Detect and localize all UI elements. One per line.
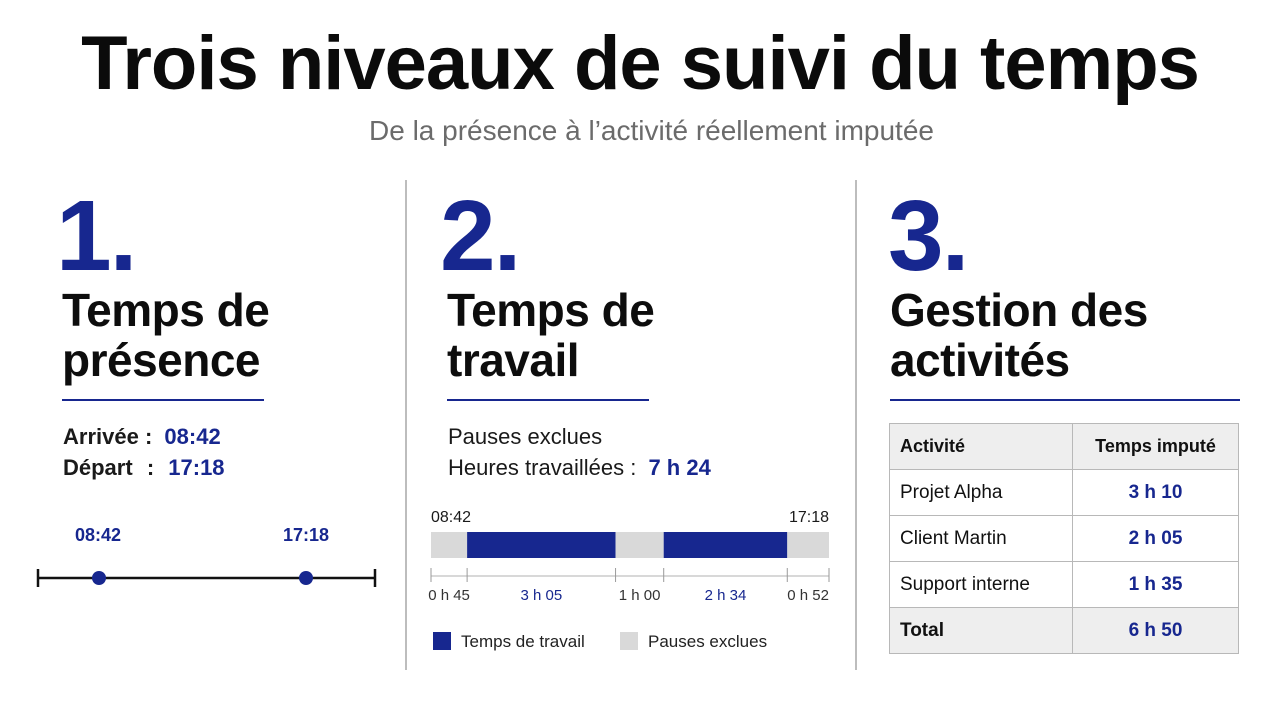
legend-pause: Pauses exclues xyxy=(620,632,767,652)
table-row: Client Martin 2 h 05 xyxy=(889,515,1239,562)
segment-duration-label: 3 h 05 xyxy=(520,587,563,604)
timeline-end-label: 17:18 xyxy=(283,525,330,545)
header-activity: Activité xyxy=(889,423,1073,470)
departure-colon: : xyxy=(146,455,155,480)
presence-timeline xyxy=(36,569,377,587)
bar-end-label: 17:18 xyxy=(789,509,830,526)
step-number-2: 2. xyxy=(440,180,521,292)
total-value: 6 h 50 xyxy=(1072,607,1239,654)
arrival-label: Arrivée : xyxy=(63,424,153,449)
legend-pause-label: Pauses exclues xyxy=(648,632,768,651)
segment-duration-label: 0 h 45 xyxy=(428,587,470,604)
heading-rule-2 xyxy=(447,399,649,401)
heading-activities-line2: activités xyxy=(890,334,1070,386)
bar-start-label: 08:42 xyxy=(431,509,472,526)
activity-time: 2 h 05 xyxy=(1072,515,1239,562)
heading-rule-3 xyxy=(890,399,1240,401)
worked-value: 7 h 24 xyxy=(648,455,711,480)
table-total-row: Total 6 h 50 xyxy=(889,607,1239,654)
worked-line: Heures travaillées : 7 h 24 xyxy=(448,453,711,483)
segment-duration-label: 1 h 00 xyxy=(618,587,661,604)
total-label: Total xyxy=(889,607,1073,654)
work-segment xyxy=(663,532,788,558)
arrival-value: 08:42 xyxy=(164,424,221,449)
pause-segment xyxy=(787,532,829,558)
table-header-row: Activité Temps imputé xyxy=(889,423,1239,470)
heading-presence-line1: Temps de xyxy=(62,284,270,336)
worked-label: Heures travaillées : xyxy=(448,455,637,480)
timeline-start-label: 08:42 xyxy=(75,525,122,545)
step-number-1: 1. xyxy=(56,180,137,292)
page-subtitle: De la présence à l’activité réellement i… xyxy=(369,115,934,146)
arrival-line: Arrivée : 08:42 xyxy=(63,422,221,452)
segment-duration-label: 2 h 34 xyxy=(704,587,747,604)
legend-work-label: Temps de travail xyxy=(461,632,585,651)
departure-label: Départ xyxy=(63,455,133,480)
heading-presence-line2: présence xyxy=(62,334,261,386)
column-divider-2 xyxy=(855,180,857,670)
pauses-text: Pauses exclues xyxy=(448,424,603,449)
heading-work-line1: Temps de xyxy=(447,284,655,336)
legend-pause-swatch xyxy=(620,632,638,650)
step-number-3: 3. xyxy=(888,180,969,292)
activity-time: 1 h 35 xyxy=(1072,561,1239,608)
activity-name: Projet Alpha xyxy=(889,469,1073,516)
heading-rule-1 xyxy=(62,399,264,401)
departure-value: 17:18 xyxy=(168,455,225,480)
legend-work: Temps de travail xyxy=(433,632,585,652)
header-time: Temps imputé xyxy=(1072,423,1239,470)
work-segment xyxy=(467,532,616,558)
heading-work-line2: travail xyxy=(447,334,580,386)
departure-line: Départ : 17:18 xyxy=(63,453,225,483)
pause-segment xyxy=(615,532,664,558)
segment-duration-label: 0 h 52 xyxy=(787,587,829,604)
heading-activities-line1: Gestion des xyxy=(890,284,1148,336)
timeline-departure-dot xyxy=(299,571,313,585)
activity-name: Support interne xyxy=(889,561,1073,608)
table-row: Support interne 1 h 35 xyxy=(889,561,1239,608)
activities-table: Activité Temps imputé Projet Alpha 3 h 1… xyxy=(889,423,1239,654)
page-title: Trois niveaux de suivi du temps xyxy=(81,21,1200,106)
activity-time: 3 h 10 xyxy=(1072,469,1239,516)
activity-name: Client Martin xyxy=(889,515,1073,562)
column-divider-1 xyxy=(405,180,407,670)
timeline-arrival-dot xyxy=(92,571,106,585)
pause-segment xyxy=(431,532,468,558)
legend-work-swatch xyxy=(433,632,451,650)
table-row: Projet Alpha 3 h 10 xyxy=(889,469,1239,516)
